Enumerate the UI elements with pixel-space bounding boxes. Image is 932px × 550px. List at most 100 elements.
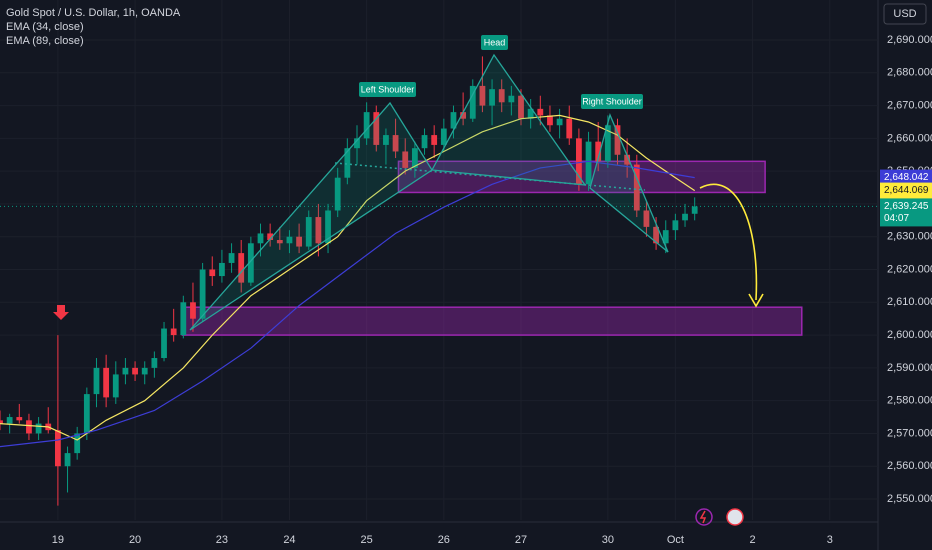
candle-body: [180, 302, 187, 336]
x-tick-label: Oct: [667, 534, 684, 546]
candle-body: [190, 302, 196, 319]
candle-body: [595, 141, 602, 162]
candle-body: [26, 420, 32, 434]
candle-body: [421, 135, 428, 149]
y-tick-label: 2,680.000: [887, 67, 932, 79]
candle-body: [431, 135, 438, 145]
y-tick-label: 2,630.000: [887, 231, 932, 243]
candle-body: [209, 269, 216, 277]
y-tick-label: 2,670.000: [887, 99, 932, 111]
candle-body: [334, 177, 341, 211]
y-tick-label: 2,560.000: [887, 460, 932, 472]
candle-body: [122, 367, 129, 375]
candle-body: [151, 358, 158, 368]
event-icon[interactable]: [726, 508, 744, 526]
candle-body: [247, 243, 254, 283]
candle-body: [74, 433, 81, 454]
annotation-box: [581, 94, 643, 109]
y-tick-label: 2,610.000: [887, 296, 932, 308]
head-triangle: [430, 53, 587, 186]
candle-body: [604, 125, 611, 162]
x-tick-label: 30: [602, 534, 614, 546]
event-icon-glyph: [699, 510, 707, 524]
annotation-box: [359, 82, 416, 97]
price-tag: [880, 182, 932, 199]
candle-body: [479, 85, 486, 106]
candle-body: [624, 154, 631, 165]
candle-body: [112, 374, 119, 398]
candle-body: [315, 217, 322, 244]
candle-body: [325, 210, 331, 244]
candle-body: [643, 210, 650, 227]
candle-body: [54, 430, 61, 467]
candle-body: [35, 423, 42, 434]
plot-area: [0, 56, 878, 506]
ema-line: [0, 160, 695, 448]
candle-body: [682, 213, 688, 221]
price-tag-label: 2,648.042: [884, 172, 929, 183]
candle-body: [537, 108, 544, 116]
candle-body: [527, 108, 534, 119]
candle-body: [132, 367, 138, 375]
currency[interactable]: USD: [893, 8, 916, 20]
candle-body: [440, 128, 447, 145]
candle-body: [363, 112, 370, 139]
x-tick-label: 26: [438, 534, 450, 546]
x-tick-label: 3: [827, 534, 833, 546]
annotation: Left Shoulder: [361, 84, 415, 94]
candle-body: [16, 417, 23, 421]
x-tick-label: 19: [52, 534, 64, 546]
projection-arrow: [699, 183, 758, 301]
y-tick-label: 2,620.000: [887, 263, 932, 275]
pattern-drawing: [189, 53, 669, 331]
x-tick-label: 23: [216, 534, 228, 546]
x-tick-label: 25: [361, 534, 373, 546]
candle-body: [566, 118, 573, 139]
candle-body: [402, 151, 409, 168]
candle-body: [286, 236, 293, 244]
y-tick-label: 2,590.000: [887, 362, 932, 374]
candle-body: [556, 118, 563, 126]
countdown: 04:07: [884, 213, 909, 224]
label-right-shoulder: Right Shoulder: [581, 94, 643, 109]
x-tick-label: 27: [515, 534, 527, 546]
y-tick-label: 2,660.000: [887, 132, 932, 144]
candle-body: [103, 367, 110, 398]
y-tick-label: 2,550.000: [887, 493, 932, 505]
chart-title: Gold Spot / U.S. Dollar, 1h, OANDA: [6, 7, 181, 19]
candle-body: [392, 135, 399, 152]
arrow-head: [748, 293, 764, 308]
legend-entry: EMA (34, close): [6, 21, 84, 33]
candle-body: [469, 85, 476, 119]
neckline: [334, 162, 646, 191]
label-left-shoulder: Left Shoulder: [359, 82, 416, 97]
x-tick-label: 24: [283, 534, 295, 546]
candle-body: [614, 125, 621, 155]
candle-body: [257, 233, 264, 244]
event-icon[interactable]: [695, 508, 713, 526]
candle-body: [83, 394, 90, 434]
candle-body: [238, 253, 245, 283]
candle-body: [354, 138, 360, 149]
candle-body: [373, 112, 380, 145]
candle-body: [305, 217, 312, 247]
annotation: Right Shoulder: [582, 96, 642, 106]
candle-body: [547, 115, 553, 126]
candle-body: [93, 367, 100, 395]
candle-body: [219, 262, 225, 277]
right-shoulder-triangle: [589, 113, 669, 253]
x-tick-label: 2: [750, 534, 756, 546]
candle-body: [508, 95, 515, 103]
candle-body: [170, 328, 177, 336]
y-tick-label: 2,570.000: [887, 427, 932, 439]
candle-body: [518, 95, 524, 119]
y-tick-label: 2,690.000: [887, 34, 932, 46]
candle-body: [6, 417, 13, 424]
candle-body: [489, 89, 495, 106]
price-tag: [880, 198, 932, 227]
currency-button[interactable]: [883, 3, 927, 25]
candle-body: [653, 226, 659, 244]
label-head: Head: [481, 35, 508, 50]
candle-body: [199, 269, 206, 319]
